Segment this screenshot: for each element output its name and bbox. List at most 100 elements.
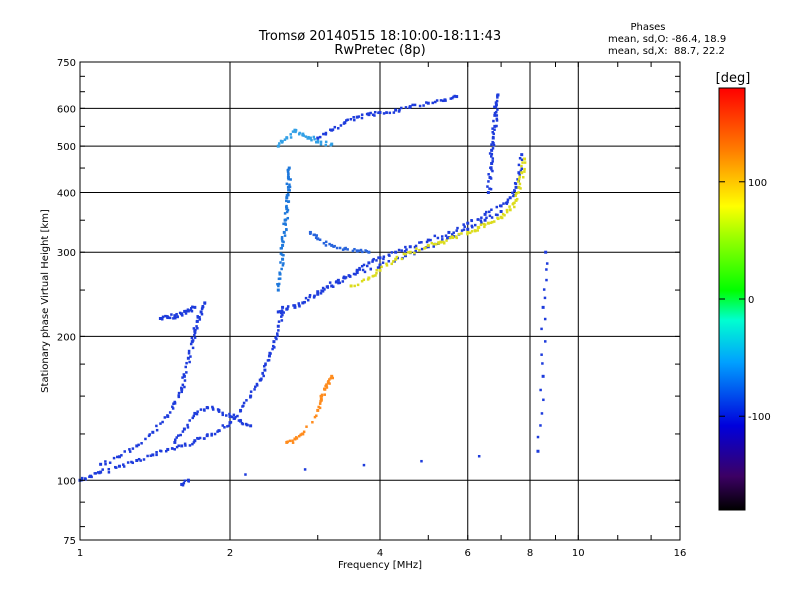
echo-point	[336, 127, 340, 130]
echo-point	[470, 224, 474, 228]
echo-point	[476, 229, 479, 232]
y-tick-label: 75	[63, 536, 76, 547]
echo-point	[107, 467, 111, 471]
echo-point	[540, 412, 544, 415]
echo-point	[267, 354, 271, 358]
echo-point	[277, 277, 281, 281]
echo-point	[213, 432, 217, 436]
echo-point	[460, 229, 464, 232]
echo-point	[149, 454, 153, 457]
echo-point	[287, 177, 290, 181]
echo-point	[277, 320, 281, 323]
echo-point	[316, 136, 320, 140]
echo-point	[291, 439, 294, 442]
echo-point	[195, 325, 198, 328]
echo-point	[387, 259, 391, 263]
echo-point	[502, 202, 505, 205]
echo-point	[159, 449, 163, 453]
echo-point	[279, 139, 283, 143]
echo-point	[276, 324, 280, 328]
echo-point	[400, 249, 403, 252]
echo-point	[490, 208, 493, 211]
echo-point	[191, 416, 194, 420]
echo-point	[155, 428, 159, 432]
echo-point	[390, 262, 394, 266]
echo-point	[485, 210, 488, 214]
echo-point	[495, 117, 499, 121]
echo-point	[181, 314, 184, 317]
echo-point	[190, 336, 194, 340]
echo-point	[341, 280, 345, 283]
echo-point	[422, 104, 425, 107]
echo-point	[186, 423, 189, 427]
echo-point	[506, 200, 509, 204]
echo-point	[198, 318, 202, 321]
echo-point	[480, 221, 483, 224]
echo-point	[193, 439, 197, 443]
echo-point	[329, 376, 333, 380]
echo-point	[151, 430, 155, 434]
echo-point	[297, 132, 301, 136]
echo-point	[280, 253, 284, 256]
echo-point	[192, 414, 196, 418]
echo-point	[512, 193, 516, 197]
echo-point	[166, 447, 170, 451]
echo-point	[168, 411, 172, 414]
echo-point	[170, 313, 173, 316]
echo-point	[360, 116, 364, 120]
echo-point	[493, 124, 497, 128]
echo-point	[271, 347, 274, 351]
echo-point	[353, 284, 356, 288]
echo-point	[324, 140, 328, 144]
echo-point	[324, 143, 328, 147]
echo-point	[249, 390, 253, 393]
echo-point	[328, 242, 331, 246]
echo-point	[292, 304, 295, 307]
echo-point	[341, 248, 345, 251]
echo-point	[123, 450, 126, 453]
echo-point	[433, 234, 437, 238]
echo-point	[317, 405, 320, 409]
echo-point	[195, 319, 199, 323]
echo-point	[382, 257, 385, 261]
echo-point	[505, 210, 509, 214]
echo-point	[369, 267, 372, 271]
echo-point	[362, 463, 366, 467]
echo-point	[403, 254, 407, 258]
echo-point	[306, 298, 310, 302]
echo-point	[523, 161, 527, 164]
echo-point	[128, 450, 132, 453]
echo-point	[131, 447, 135, 450]
echo-point	[321, 290, 325, 293]
echo-point	[198, 315, 201, 319]
echo-point	[280, 319, 284, 322]
echo-point	[495, 124, 498, 128]
echo-point	[175, 312, 178, 316]
echo-point	[120, 454, 123, 457]
echo-point	[286, 175, 290, 179]
echo-point	[308, 293, 312, 297]
echo-point	[480, 216, 483, 219]
echo-point	[189, 342, 193, 346]
echo-point	[173, 440, 177, 444]
echo-point	[325, 386, 329, 389]
echo-point	[496, 96, 499, 99]
x-tick-label: 2	[227, 548, 233, 559]
echo-point	[344, 246, 347, 250]
echo-point	[491, 169, 494, 173]
echo-point	[284, 218, 288, 221]
echo-point	[342, 275, 346, 279]
echo-point	[454, 235, 458, 238]
echo-point	[146, 454, 149, 458]
echo-point	[324, 133, 328, 136]
echo-point	[99, 470, 103, 474]
echo-point	[288, 183, 291, 186]
echo-point	[122, 465, 126, 468]
echo-point	[491, 130, 494, 134]
y-axis-label: Stationary phase Virtual Height [km]	[40, 209, 51, 393]
echo-point	[276, 334, 279, 338]
echo-point	[362, 263, 366, 267]
echo-point	[239, 408, 243, 412]
echo-point	[313, 294, 316, 298]
y-tick-label: 200	[57, 332, 76, 343]
